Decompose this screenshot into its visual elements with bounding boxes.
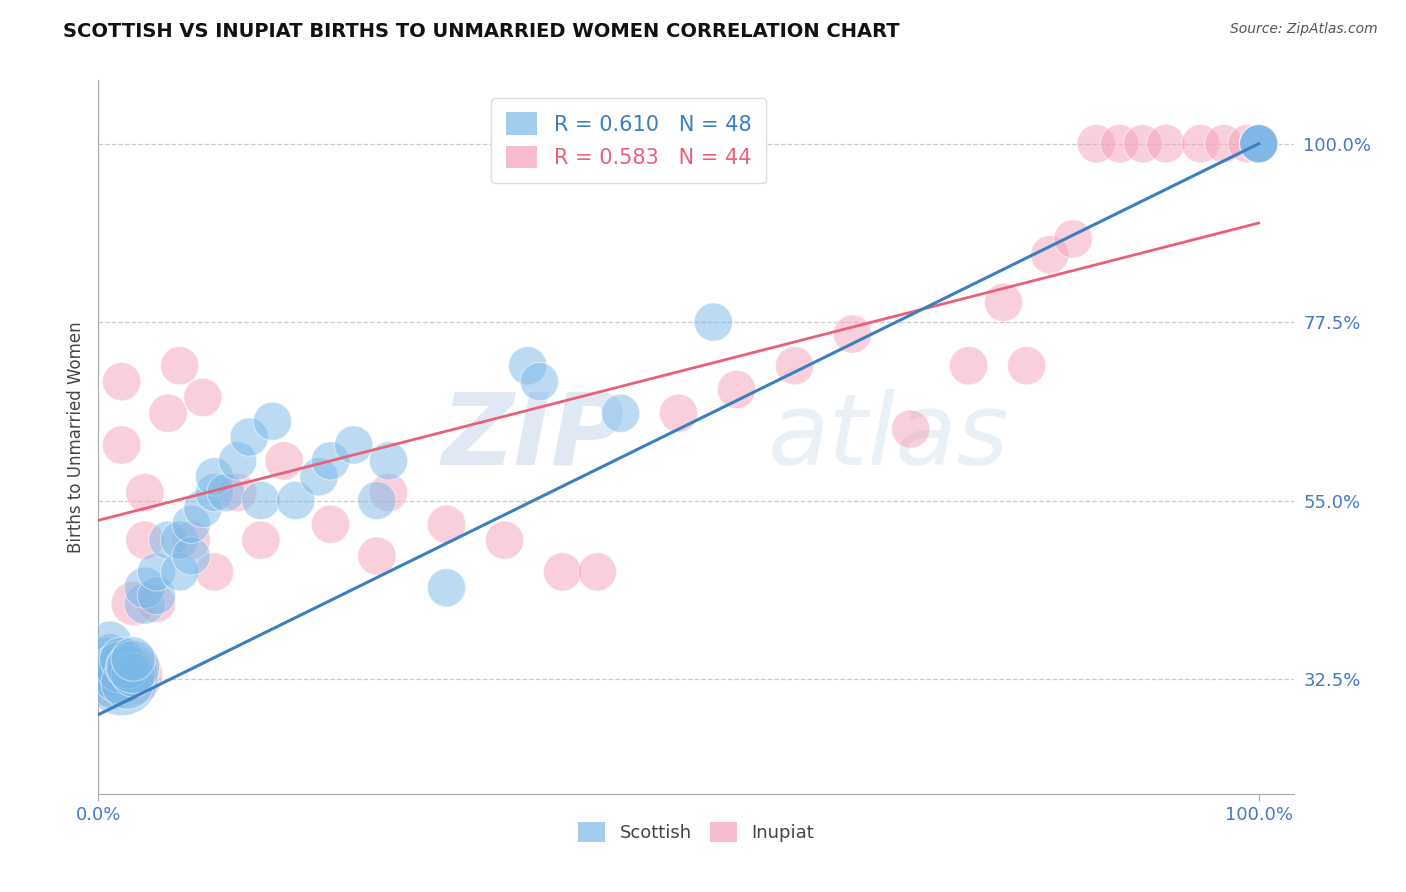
Point	[1189, 136, 1212, 151]
Point	[169, 359, 191, 373]
Point	[993, 295, 1015, 310]
Point	[1247, 136, 1270, 151]
Point	[783, 359, 806, 373]
Point	[122, 668, 145, 682]
Point	[1085, 136, 1108, 151]
Point	[319, 517, 342, 532]
Point	[111, 438, 134, 452]
Point	[226, 485, 249, 500]
Point	[226, 454, 249, 468]
Point	[1132, 136, 1154, 151]
Point	[1247, 136, 1270, 151]
Point	[122, 660, 145, 674]
Point	[104, 668, 127, 682]
Point	[250, 533, 273, 548]
Point	[308, 469, 330, 483]
Point	[436, 517, 458, 532]
Point	[111, 672, 134, 686]
Point	[111, 652, 134, 666]
Point	[377, 454, 399, 468]
Point	[180, 549, 202, 563]
Point	[1154, 136, 1177, 151]
Text: atlas: atlas	[768, 389, 1010, 485]
Point	[366, 549, 388, 563]
Point	[98, 668, 121, 682]
Point	[319, 454, 342, 468]
Point	[609, 406, 631, 420]
Text: ZIP: ZIP	[441, 389, 624, 485]
Point	[1247, 136, 1270, 151]
Point	[104, 676, 127, 690]
Point	[204, 565, 226, 579]
Point	[134, 533, 156, 548]
Point	[586, 565, 609, 579]
Point	[169, 565, 191, 579]
Legend: Scottish, Inupiat: Scottish, Inupiat	[571, 814, 821, 849]
Point	[122, 652, 145, 666]
Point	[841, 326, 863, 341]
Point	[145, 597, 167, 611]
Point	[1039, 248, 1062, 262]
Point	[98, 660, 121, 674]
Point	[551, 565, 574, 579]
Point	[436, 581, 458, 595]
Point	[104, 668, 127, 682]
Point	[145, 589, 167, 603]
Point	[93, 660, 115, 674]
Point	[366, 493, 388, 508]
Text: SCOTTISH VS INUPIAT BIRTHS TO UNMARRIED WOMEN CORRELATION CHART: SCOTTISH VS INUPIAT BIRTHS TO UNMARRIED …	[63, 22, 900, 41]
Point	[343, 438, 366, 452]
Y-axis label: Births to Unmarried Women: Births to Unmarried Women	[66, 321, 84, 553]
Point	[122, 597, 145, 611]
Point	[98, 644, 121, 658]
Point	[1062, 232, 1084, 246]
Point	[1236, 136, 1258, 151]
Point	[204, 469, 226, 483]
Point	[204, 485, 226, 500]
Point	[169, 533, 191, 548]
Point	[122, 668, 145, 682]
Point	[215, 485, 238, 500]
Point	[111, 375, 134, 389]
Point	[377, 485, 399, 500]
Point	[134, 581, 156, 595]
Point	[111, 660, 134, 674]
Point	[494, 533, 516, 548]
Point	[250, 493, 273, 508]
Point	[134, 485, 156, 500]
Point	[117, 676, 139, 690]
Point	[1247, 136, 1270, 151]
Point	[191, 501, 214, 516]
Point	[284, 493, 307, 508]
Point	[725, 383, 748, 397]
Point	[1015, 359, 1038, 373]
Point	[98, 660, 121, 674]
Point	[145, 565, 167, 579]
Point	[191, 391, 214, 405]
Point	[668, 406, 690, 420]
Point	[262, 414, 284, 428]
Point	[702, 315, 724, 329]
Point	[180, 533, 202, 548]
Point	[117, 660, 139, 674]
Point	[273, 454, 295, 468]
Point	[157, 406, 180, 420]
Point	[98, 668, 121, 682]
Point	[1212, 136, 1234, 151]
Point	[516, 359, 538, 373]
Point	[93, 672, 115, 686]
Point	[900, 422, 922, 436]
Point	[529, 375, 551, 389]
Point	[238, 430, 260, 444]
Text: Source: ZipAtlas.com: Source: ZipAtlas.com	[1230, 22, 1378, 37]
Point	[134, 597, 156, 611]
Point	[1108, 136, 1130, 151]
Point	[957, 359, 980, 373]
Point	[98, 636, 121, 650]
Point	[111, 668, 134, 682]
Point	[180, 517, 202, 532]
Point	[157, 533, 180, 548]
Point	[1247, 136, 1270, 151]
